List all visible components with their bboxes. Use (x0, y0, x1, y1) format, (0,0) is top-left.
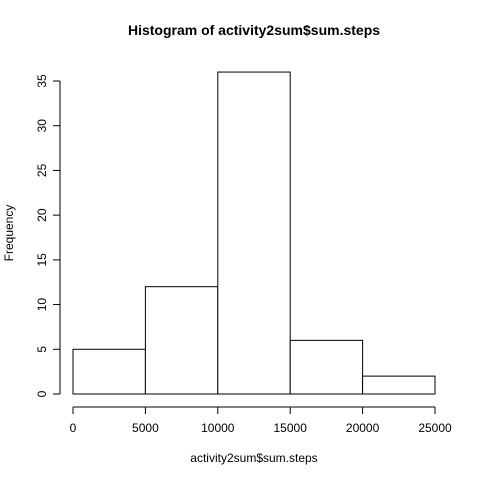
x-tick-label: 20000 (346, 421, 380, 435)
y-tick-label: 5 (35, 346, 49, 353)
x-tick-label: 5000 (132, 421, 159, 435)
histogram-bar-5 (362, 375, 436, 395)
histogram-bar-2 (144, 286, 219, 395)
y-tick-label: 15 (35, 253, 49, 267)
y-tick-label: 20 (35, 208, 49, 222)
x-tick-label: 25000 (418, 421, 452, 435)
x-tick-label: 0 (70, 421, 77, 435)
y-tick-label: 10 (35, 298, 49, 312)
x-axis: 0 5000 10000 15000 20000 25000 (70, 406, 452, 435)
histogram-bar-4 (289, 339, 364, 395)
chart-title: Histogram of activity2sum$sum.steps (128, 22, 380, 38)
y-tick-label: 25 (35, 163, 49, 177)
x-tick-label: 15000 (274, 421, 308, 435)
y-tick-label: 0 (35, 390, 49, 397)
histogram-bar-3 (217, 71, 291, 395)
bars-group (72, 71, 436, 395)
x-tick-label: 10000 (201, 421, 235, 435)
x-axis-label: activity2sum$sum.steps (190, 451, 317, 465)
y-axis: 0 5 10 15 20 25 30 35 (35, 74, 61, 397)
histogram-bar-1 (72, 348, 146, 395)
y-tick-label: 30 (35, 119, 49, 133)
y-tick-label: 35 (35, 74, 49, 88)
y-axis-label: Frequency (2, 205, 16, 262)
